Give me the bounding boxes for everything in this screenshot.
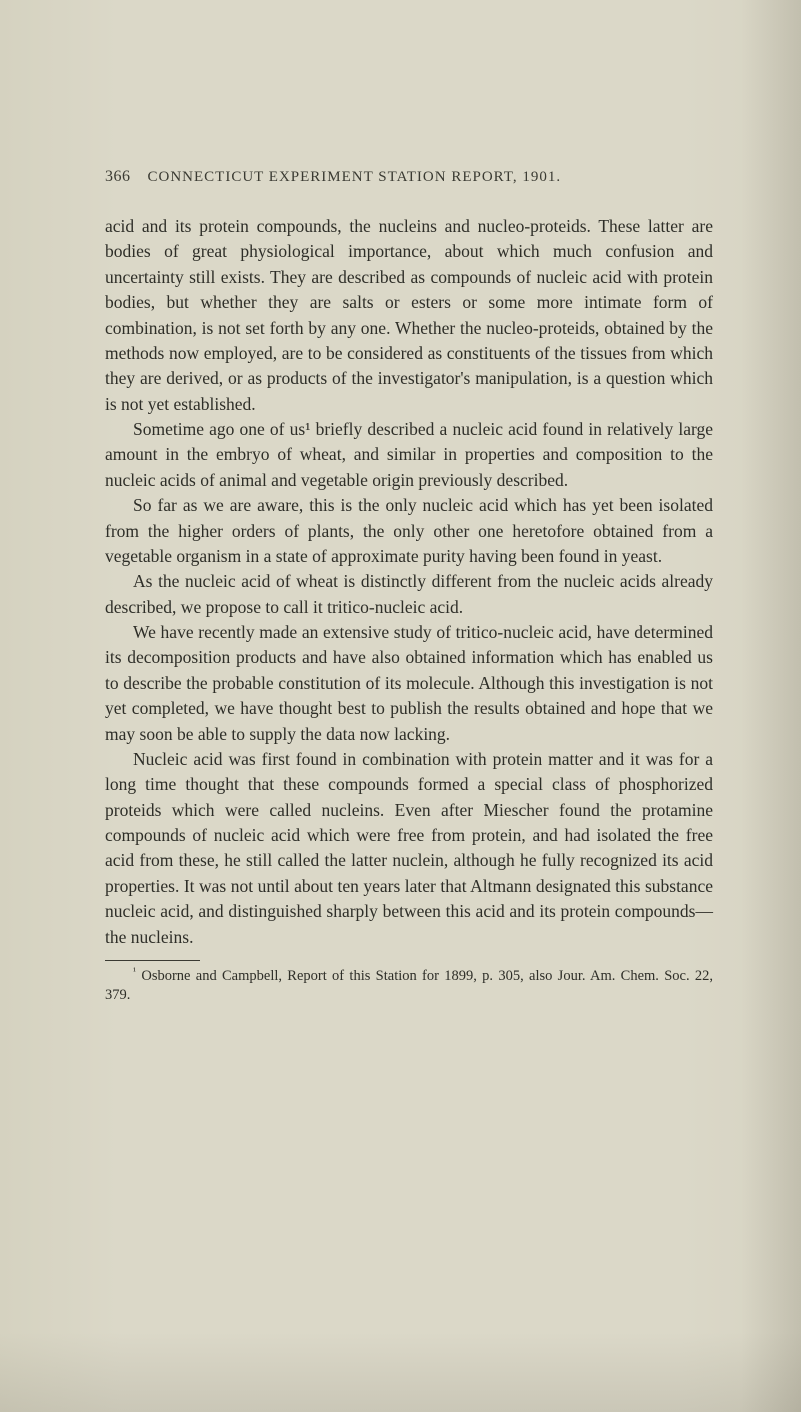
- body-paragraph: Nucleic acid was first found in combinat…: [105, 747, 713, 950]
- body-paragraph: As the nucleic acid of wheat is distinct…: [105, 569, 713, 620]
- page-number: 366: [105, 168, 131, 185]
- body-paragraph: acid and its protein compounds, the nucl…: [105, 214, 713, 417]
- running-title: CONNECTICUT EXPERIMENT STATION REPORT, 1…: [148, 169, 562, 185]
- footnote-marker: ¹: [133, 966, 136, 977]
- book-page: 366 CONNECTICUT EXPERIMENT STATION REPOR…: [0, 0, 801, 1412]
- body-paragraph: So far as we are aware, this is the only…: [105, 493, 713, 569]
- body-paragraph: We have recently made an extensive study…: [105, 620, 713, 747]
- footnote-separator: [105, 960, 200, 961]
- body-paragraph: Sometime ago one of us¹ briefly describe…: [105, 417, 713, 493]
- footnote-body: Osborne and Campbell, Report of this Sta…: [105, 968, 713, 1004]
- footnote-text: ¹ Osborne and Campbell, Report of this S…: [105, 967, 713, 1006]
- running-header: 366 CONNECTICUT EXPERIMENT STATION REPOR…: [105, 168, 713, 186]
